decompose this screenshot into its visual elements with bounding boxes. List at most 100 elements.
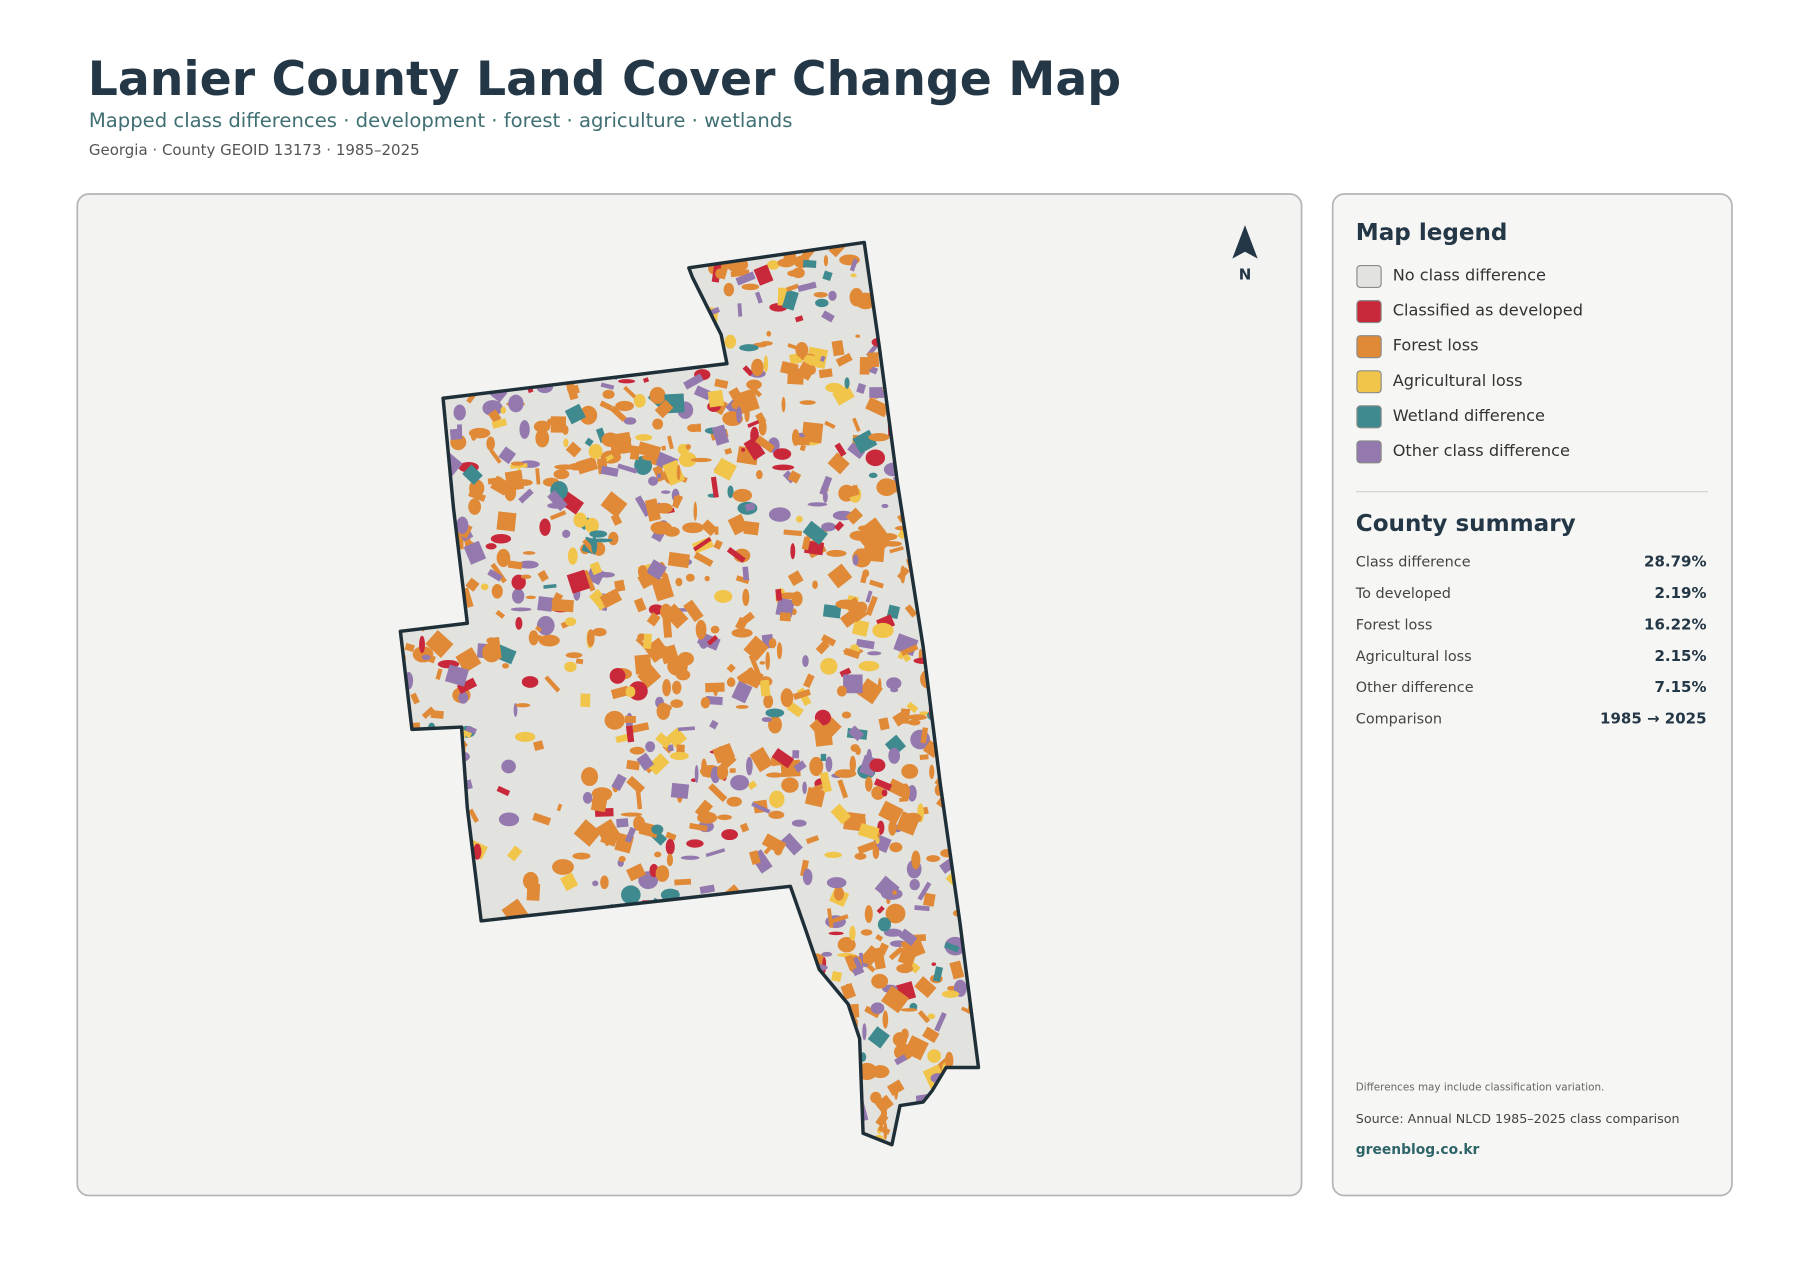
patch	[667, 551, 691, 569]
patch	[695, 619, 707, 640]
patch	[783, 529, 802, 537]
patch	[771, 747, 795, 769]
patch	[543, 583, 557, 589]
patch	[763, 355, 769, 373]
patch	[768, 507, 791, 522]
patch	[903, 1035, 929, 1061]
patch	[797, 281, 817, 293]
patch	[927, 1049, 942, 1063]
patch	[857, 840, 878, 855]
patch	[883, 928, 903, 937]
patch	[724, 334, 737, 349]
patch	[685, 573, 695, 582]
patch	[644, 498, 662, 522]
patch	[895, 811, 921, 836]
patch	[888, 946, 904, 961]
legend-swatch	[1356, 335, 1382, 359]
patch	[498, 446, 517, 465]
patch	[549, 510, 567, 521]
patch	[480, 583, 489, 591]
patch	[519, 420, 530, 439]
patch	[735, 271, 756, 286]
patch	[759, 341, 773, 346]
patch	[552, 859, 574, 875]
patch	[646, 612, 661, 627]
patch	[488, 409, 502, 424]
patch	[790, 543, 796, 560]
patch	[825, 382, 844, 393]
patch	[592, 880, 599, 887]
patch	[629, 445, 641, 461]
patch	[765, 708, 785, 718]
patch	[743, 635, 769, 662]
summary-value: 1985 → 2025	[1600, 710, 1707, 728]
patch	[708, 783, 728, 803]
patch	[610, 513, 623, 526]
patch	[726, 663, 736, 673]
patch	[763, 844, 774, 855]
patch	[844, 597, 868, 623]
patch	[496, 511, 517, 532]
patch	[844, 377, 850, 389]
patch	[651, 824, 664, 835]
legend-swatch	[1356, 300, 1382, 324]
patch	[653, 646, 675, 659]
patch	[820, 634, 837, 647]
patch	[495, 609, 506, 619]
patch	[611, 773, 627, 791]
patch	[803, 354, 826, 365]
patch	[522, 551, 536, 555]
patch	[857, 823, 880, 841]
patch	[623, 417, 637, 425]
patch	[721, 829, 738, 841]
patch	[616, 818, 629, 828]
patch	[768, 638, 777, 649]
summary-label: Other difference	[1356, 680, 1474, 696]
patch	[486, 436, 495, 451]
patch	[878, 800, 904, 825]
patch	[419, 635, 425, 654]
patch	[843, 674, 863, 694]
patch	[864, 776, 873, 792]
patch	[821, 522, 836, 532]
patch	[799, 400, 816, 405]
summary: Class difference 28.79% To developed 2.19% F…	[1355, 553, 1707, 728]
patch	[835, 352, 853, 367]
patch	[714, 526, 719, 535]
patch	[589, 561, 603, 576]
patch	[949, 960, 965, 980]
patch	[857, 524, 884, 552]
patch	[827, 563, 853, 589]
patch	[544, 675, 561, 693]
patch	[615, 400, 634, 412]
patch	[791, 591, 803, 607]
footnote: Differences may include classification v…	[1356, 1082, 1605, 1094]
patch	[776, 642, 783, 660]
patch	[456, 516, 469, 534]
patch	[743, 436, 766, 461]
patch	[522, 871, 539, 890]
patch	[742, 365, 754, 377]
patch	[744, 502, 756, 512]
patch	[535, 429, 550, 448]
patch	[473, 843, 482, 860]
patch	[933, 966, 944, 983]
patch	[860, 570, 869, 584]
patch	[633, 597, 647, 613]
patch	[655, 732, 672, 749]
patch	[765, 651, 770, 671]
patch	[851, 619, 870, 637]
patch	[553, 469, 570, 480]
patch	[591, 538, 613, 543]
patch	[865, 595, 878, 617]
credit: greenblog.co.kr	[1356, 1142, 1480, 1158]
patch	[634, 654, 652, 675]
patch	[850, 273, 857, 278]
county-outline	[398, 240, 981, 1147]
patch	[491, 418, 508, 429]
patch	[520, 574, 532, 579]
patch	[661, 490, 671, 494]
summary-value: 2.19%	[1654, 584, 1706, 602]
summary-label: Class difference	[1356, 555, 1471, 571]
